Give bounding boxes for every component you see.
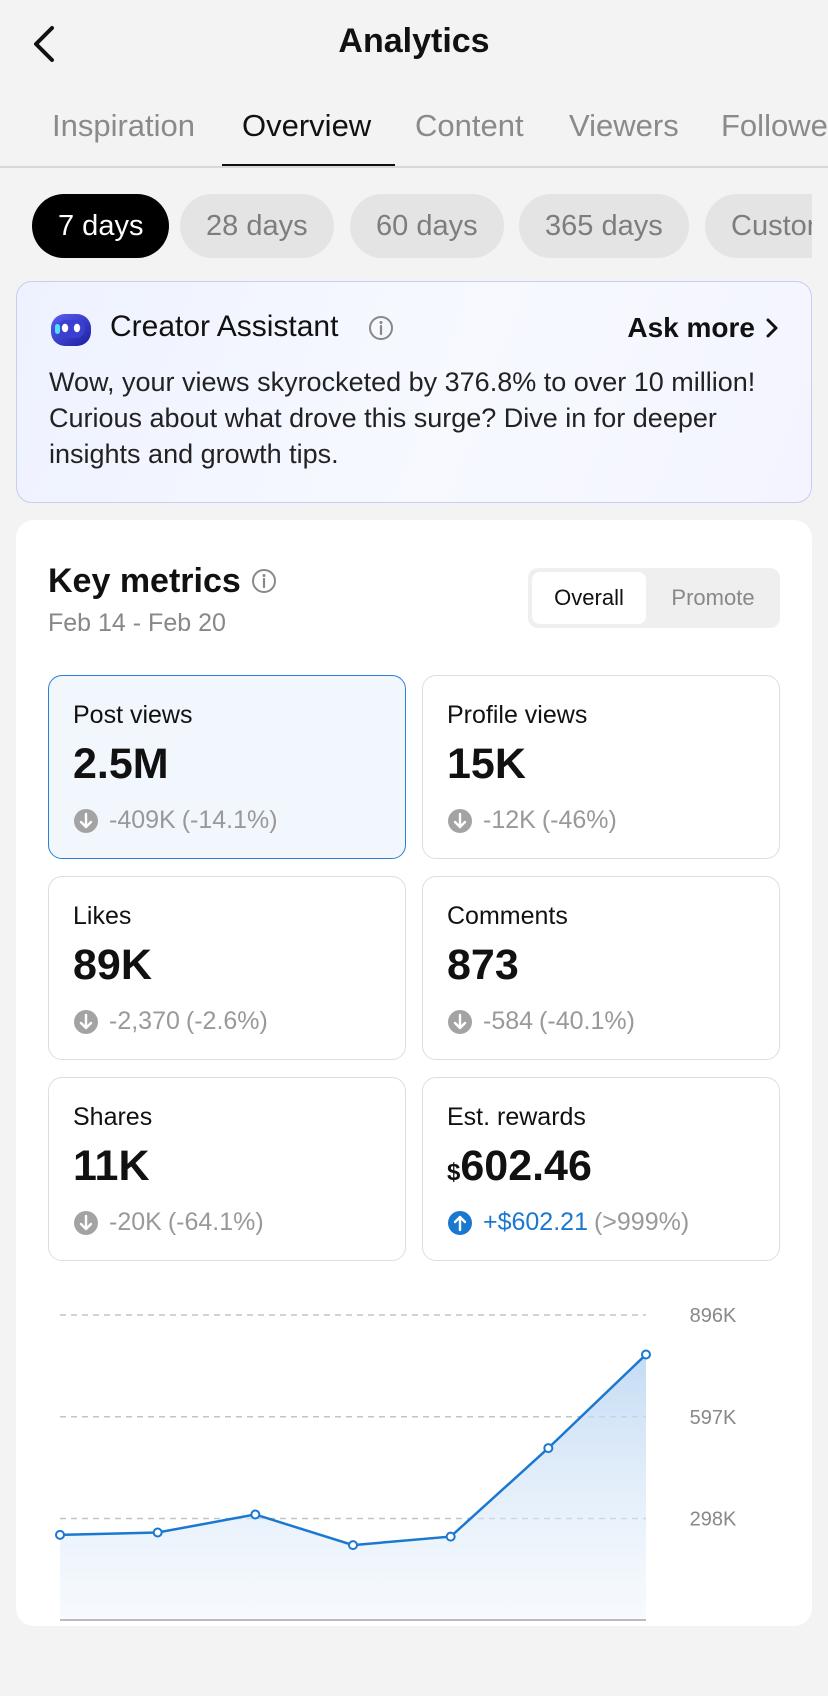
assistant-message: Wow, your views skyrocketed by 376.8% to…: [49, 367, 756, 469]
metric-change-amount: -12K: [483, 806, 536, 834]
metric-post-views[interactable]: Post views 2.5M -409K (-14.1%): [48, 675, 406, 859]
down-arrow-icon: [74, 808, 98, 833]
metric-change-amount: -584: [483, 1007, 534, 1035]
assistant-title: Creator Assistant: [110, 310, 339, 343]
metric-change: -584 (-40.1%): [447, 1007, 635, 1036]
metric-label: Shares: [73, 1103, 153, 1131]
toggle-overall[interactable]: Overall: [532, 572, 646, 624]
metric-est-rewards[interactable]: Est. rewards $602.46 +$602.21 (>999%): [422, 1077, 780, 1261]
assistant-robot-icon: [51, 314, 91, 346]
metric-value: 873: [447, 941, 519, 989]
range-28-days[interactable]: 28 days: [180, 194, 334, 258]
chevron-right-icon: [766, 318, 778, 338]
chart-data-point[interactable]: [445, 1531, 456, 1542]
metric-label: Post views: [73, 701, 193, 729]
date-range-selector: 7 days 28 days 60 days 365 days Custom: [32, 194, 812, 258]
tab-followers[interactable]: Followers: [721, 108, 828, 143]
post-views-chart: 298K 597K 896K: [55, 1305, 737, 1621]
metric-label: Est. rewards: [447, 1103, 586, 1131]
metric-change: +$602.21 (>999%): [447, 1208, 689, 1237]
active-tab-indicator: [222, 164, 395, 166]
metric-change: -20K (-64.1%): [73, 1208, 264, 1237]
chart-data-point[interactable]: [250, 1509, 261, 1520]
creator-assistant-card[interactable]: Creator Assistant Ask more Wow, your vie…: [16, 281, 812, 503]
header: Analytics: [0, 0, 828, 90]
range-7-days[interactable]: 7 days: [32, 194, 170, 258]
metric-change: -12K (-46%): [447, 806, 617, 835]
page-title: Analytics: [338, 22, 490, 60]
tab-content[interactable]: Content: [415, 108, 524, 143]
metric-value: $602.46: [447, 1142, 592, 1191]
metric-change-percent: (-2.6%): [185, 1007, 268, 1035]
chart-data-point[interactable]: [55, 1529, 65, 1540]
range-custom[interactable]: Custom: [705, 194, 812, 258]
metric-profile-views[interactable]: Profile views 15K -12K (-46%): [422, 675, 780, 859]
metric-likes[interactable]: Likes 89K -2,370 (-2.6%): [48, 876, 406, 1060]
metric-change-percent: (-40.1%): [539, 1007, 635, 1035]
key-metrics-date-range: Feb 14 - Feb 20: [48, 609, 226, 637]
metric-change-amount: -409K: [109, 806, 176, 834]
metric-label: Likes: [73, 902, 132, 930]
overall-promote-toggle: Overall Promote: [528, 568, 780, 628]
metric-change-amount: +$602.21: [483, 1208, 588, 1236]
chart-area-fill: [60, 1354, 646, 1620]
chart-data-point[interactable]: [348, 1540, 358, 1551]
metric-value: 15K: [447, 740, 526, 788]
down-arrow-icon: [448, 1009, 472, 1034]
tab-bar: Inspiration Overview Content Viewers Fol…: [0, 100, 828, 168]
chart-y-tick-label: 597K: [690, 1407, 737, 1429]
tab-viewers[interactable]: Viewers: [569, 108, 679, 143]
metric-change-amount: -2,370: [109, 1007, 180, 1035]
metric-change: -2,370 (-2.6%): [73, 1007, 268, 1036]
ask-more-label: Ask more: [627, 312, 755, 343]
chart-data-point[interactable]: [641, 1349, 651, 1360]
metric-change-percent: (-14.1%): [181, 806, 278, 834]
range-365-days[interactable]: 365 days: [519, 194, 689, 258]
tab-overview[interactable]: Overview: [242, 108, 372, 143]
metric-label: Comments: [447, 902, 568, 930]
toggle-promote[interactable]: Promote: [671, 585, 755, 610]
metric-value: 89K: [73, 941, 152, 989]
chart-y-tick-label: 298K: [690, 1509, 737, 1531]
ask-more-link[interactable]: Ask more: [627, 312, 779, 344]
up-arrow-icon: [448, 1210, 472, 1235]
currency-symbol: $: [447, 1159, 461, 1186]
chart-data-point[interactable]: [152, 1527, 163, 1538]
chart-y-tick-label: 896K: [690, 1305, 737, 1327]
metric-change-percent: (>999%): [593, 1208, 690, 1236]
tab-inspiration[interactable]: Inspiration: [52, 108, 196, 143]
metric-change-percent: (-46%): [541, 806, 617, 834]
key-metrics-card: Key metrics Feb 14 - Feb 20 Overall Prom…: [16, 520, 812, 1626]
chart-data-point[interactable]: [543, 1443, 554, 1454]
metric-value: 2.5M: [73, 740, 169, 788]
down-arrow-icon: [448, 808, 472, 833]
metric-change-percent: (-64.1%): [167, 1208, 264, 1236]
metric-change-amount: -20K: [109, 1208, 162, 1236]
down-arrow-icon: [74, 1210, 98, 1235]
range-60-days[interactable]: 60 days: [350, 194, 504, 258]
metric-value-amount: 602.46: [460, 1142, 592, 1190]
metric-change: -409K (-14.1%): [73, 806, 278, 835]
back-arrow-icon[interactable]: [28, 22, 64, 66]
metric-label: Profile views: [447, 701, 588, 729]
info-icon[interactable]: [368, 315, 394, 341]
metric-comments[interactable]: Comments 873 -584 (-40.1%): [422, 876, 780, 1060]
down-arrow-icon: [74, 1009, 98, 1034]
metric-shares[interactable]: Shares 11K -20K (-64.1%): [48, 1077, 406, 1261]
metric-value: 11K: [73, 1142, 150, 1190]
key-metrics-title: Key metrics: [48, 562, 241, 600]
key-metrics-info-icon[interactable]: [251, 568, 277, 594]
